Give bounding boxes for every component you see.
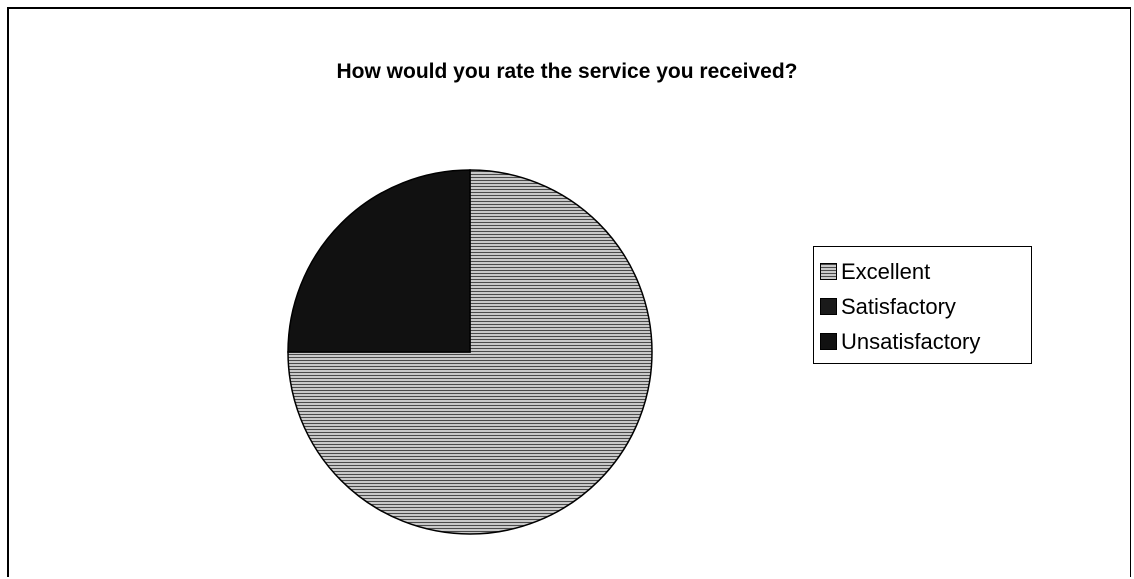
legend-item-unsatisfactory: Unsatisfactory: [814, 324, 1031, 359]
legend-label-unsatisfactory: Unsatisfactory: [841, 328, 981, 354]
pie-slice-excellent: [287, 169, 653, 535]
legend-item-excellent: Excellent: [814, 254, 1031, 289]
legend-label-satisfactory: Satisfactory: [841, 293, 956, 319]
legend-item-satisfactory: Satisfactory: [814, 289, 1031, 324]
legend-label-excellent: Excellent: [841, 258, 931, 284]
legend-swatch-excellent: [820, 263, 837, 280]
chart-title: How would you rate the service you recei…: [336, 60, 798, 83]
pie-slice-unsatisfactory: [287, 169, 471, 353]
chart-legend: Excellent Satisfactory Unsatisfactory: [813, 246, 1032, 364]
legend-swatch-satisfactory: [820, 298, 837, 315]
legend-swatch-unsatisfactory: [820, 333, 837, 350]
pie-slices: [287, 169, 653, 535]
